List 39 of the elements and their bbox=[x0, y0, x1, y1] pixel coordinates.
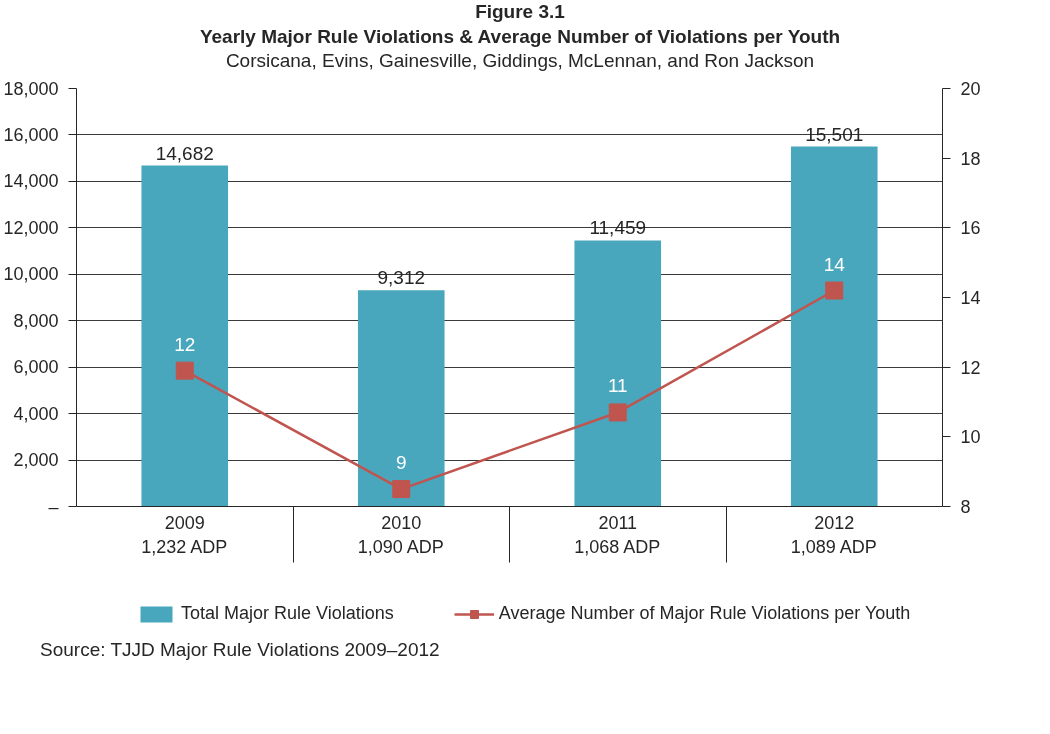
y2-tick-label: 20 bbox=[960, 79, 981, 100]
x-tick-label: 2011 1,068 ADP bbox=[574, 512, 661, 557]
data-label: 14 bbox=[823, 253, 846, 275]
y2-tick-label: 8 bbox=[960, 497, 971, 518]
y2-tick-label: 16 bbox=[960, 218, 981, 239]
y-tick-label: 4,000 bbox=[13, 403, 59, 424]
data-label: 14,682 bbox=[155, 142, 214, 164]
y2-tick-label: 12 bbox=[960, 357, 981, 378]
point bbox=[825, 281, 844, 300]
y-tick-label: 14,000 bbox=[3, 171, 59, 192]
point bbox=[175, 361, 194, 380]
y2-tick-label: 18 bbox=[960, 148, 981, 169]
y-tick-label: 6,000 bbox=[13, 357, 59, 378]
x-tick-label: 2010 1,090 ADP bbox=[357, 512, 444, 557]
y-tick-label: 8,000 bbox=[13, 310, 59, 331]
point bbox=[608, 403, 627, 422]
bar bbox=[357, 290, 445, 507]
y2-tick-label: 14 bbox=[960, 288, 981, 309]
point bbox=[392, 480, 411, 499]
x-tick-label: 2009 1,232 ADP bbox=[141, 512, 228, 557]
legend-label: Total Major Rule Violations bbox=[181, 603, 394, 625]
data-label: 12 bbox=[174, 333, 196, 355]
bar bbox=[574, 240, 662, 507]
bar bbox=[141, 165, 229, 507]
y2-tick-label: 10 bbox=[960, 427, 981, 448]
y-tick-label: 18,000 bbox=[3, 78, 59, 99]
legend-label: Average Number of Major Rule Violations per Youth bbox=[498, 603, 911, 625]
chart-title: Figure 3.1 Yearly Major Rule Violations & Average Number of Violations per Youth bbox=[199, 0, 841, 49]
y-tick-label: 16,000 bbox=[3, 125, 59, 146]
y-tick-label: – bbox=[48, 496, 59, 517]
y-tick-label: 2,000 bbox=[13, 450, 59, 471]
y-tick-label: 10,000 bbox=[3, 264, 59, 285]
bar bbox=[790, 146, 878, 507]
data-label: 9 bbox=[395, 452, 407, 474]
chart-subtitle: Corsicana, Evins, Gainesville, Giddings, McLennan, and Ron Jackson bbox=[225, 49, 815, 74]
y-tick-label: 12,000 bbox=[3, 217, 59, 238]
source-note: Source: TJJD Major Rule Violations 2009–2012 bbox=[40, 638, 440, 663]
data-label: 11 bbox=[607, 375, 628, 397]
x-tick-label: 2012 1,089 ADP bbox=[790, 512, 877, 557]
